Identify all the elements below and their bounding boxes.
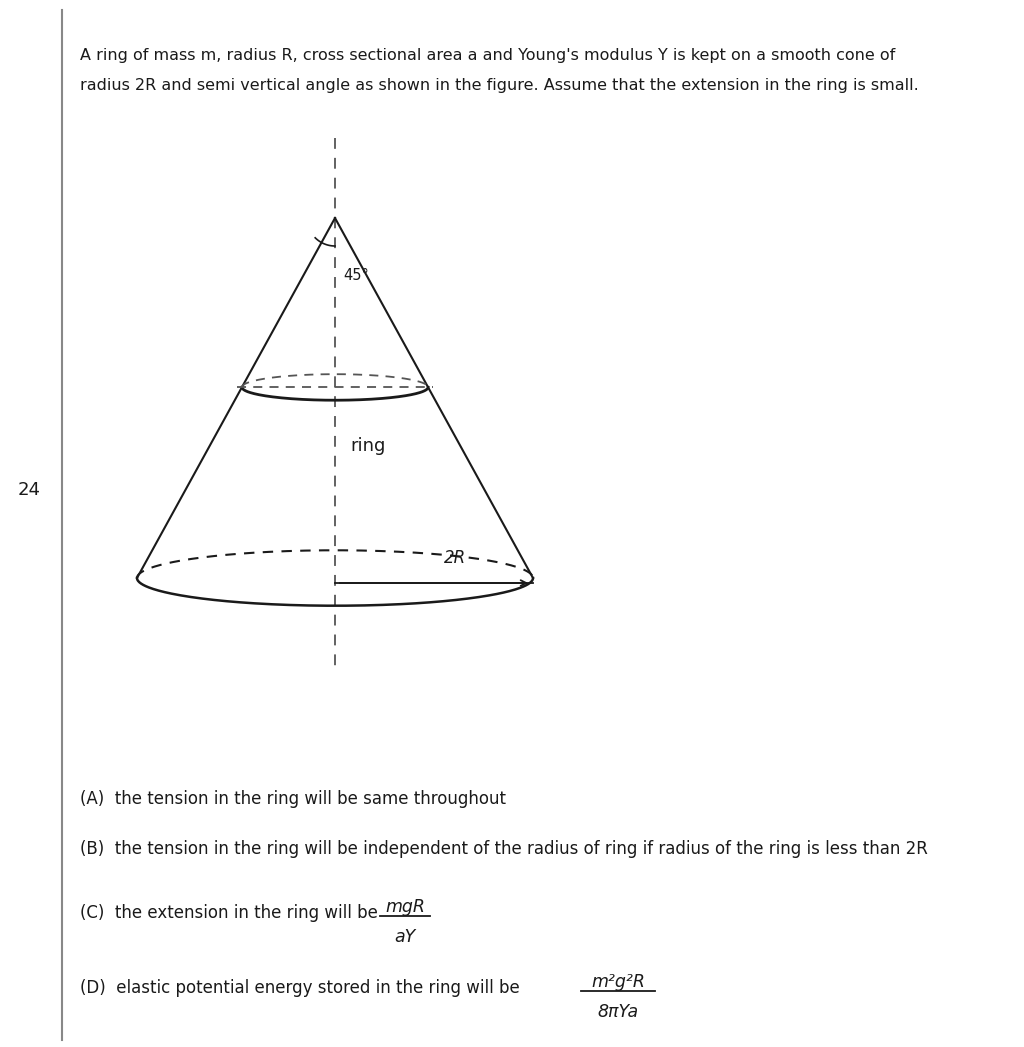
Text: 45°: 45°: [343, 268, 369, 283]
Text: (A)  the tension in the ring will be same throughout: (A) the tension in the ring will be same…: [80, 790, 506, 808]
Text: radius 2R and semi vertical angle as shown in the figure. Assume that the extens: radius 2R and semi vertical angle as sho…: [80, 77, 919, 93]
Text: mgR: mgR: [385, 898, 425, 916]
Text: aY: aY: [394, 928, 416, 946]
Text: 24: 24: [18, 481, 41, 499]
Text: ring: ring: [350, 438, 385, 455]
Text: (C)  the extension in the ring will be: (C) the extension in the ring will be: [80, 904, 378, 922]
Text: (B)  the tension in the ring will be independent of the radius of ring if radius: (B) the tension in the ring will be inde…: [80, 840, 928, 857]
Text: 2R: 2R: [443, 549, 466, 567]
Text: m²g²R: m²g²R: [591, 973, 645, 992]
Text: 8πYa: 8πYa: [597, 1003, 639, 1021]
Text: (D)  elastic potential energy stored in the ring will be: (D) elastic potential energy stored in t…: [80, 979, 520, 997]
Text: A ring of mass m, radius R, cross sectional area a and Young's modulus Y is kept: A ring of mass m, radius R, cross sectio…: [80, 48, 895, 63]
